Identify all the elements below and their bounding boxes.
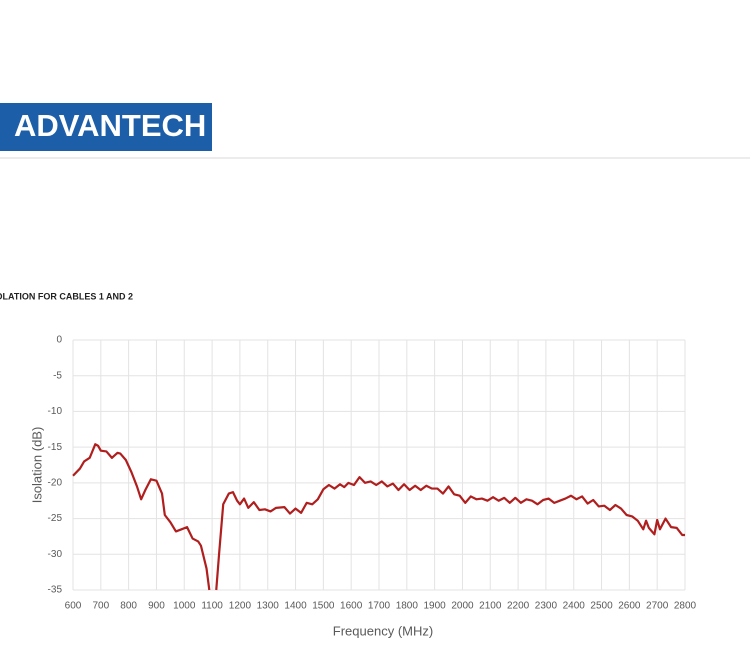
x-tick-label: 1900	[424, 601, 447, 612]
x-tick-label: 1600	[340, 601, 363, 612]
x-tick-label: 1100	[201, 601, 223, 612]
x-tick-label: 1400	[284, 601, 307, 612]
y-tick-label: -30	[48, 549, 63, 560]
x-tick-label: 1700	[368, 601, 391, 612]
x-tick-label: 2200	[507, 601, 530, 612]
x-tick-label: 1300	[257, 601, 280, 612]
plot	[72, 443, 685, 591]
x-tick-label: 2400	[563, 601, 586, 612]
x-tick-label: 2300	[535, 601, 558, 612]
y-tick-label: -10	[48, 406, 63, 417]
y-tick-label: -20	[48, 477, 63, 488]
x-tick-label: 600	[65, 601, 82, 612]
x-tick-label: 800	[120, 601, 137, 612]
x-tick-label: 2500	[590, 601, 613, 612]
x-axis-label: Frequency (MHz)	[333, 623, 433, 638]
y-tick-label: -25	[48, 513, 63, 524]
x-tick-label: 700	[92, 601, 109, 612]
x-tick-label: 2000	[451, 601, 474, 612]
x-tick-label: 2600	[618, 601, 641, 612]
x-tick-label: 1200	[229, 601, 252, 612]
x-tick-label: 2100	[479, 601, 502, 612]
x-tick-label: 1800	[396, 601, 419, 612]
y-tick-label: -15	[48, 442, 63, 453]
logo-box	[0, 103, 212, 151]
y-tick-label: 0	[56, 335, 62, 346]
x-tick-label: 900	[148, 601, 165, 612]
x-tick-label: 1000	[173, 601, 196, 612]
y-axis-label: Isolation (dB)	[29, 427, 44, 504]
y-tick-label: -5	[53, 370, 62, 381]
data-line	[72, 443, 685, 591]
heading: ISOLATION FOR CABLES 1 AND 2	[0, 291, 133, 301]
y-tick-label: -35	[48, 585, 63, 596]
logo: ADVANTECH	[14, 108, 206, 143]
x-tick-label: 1500	[312, 601, 335, 612]
x-tick-label: 2700	[646, 601, 669, 612]
x-tick-label: 2800	[674, 601, 697, 612]
